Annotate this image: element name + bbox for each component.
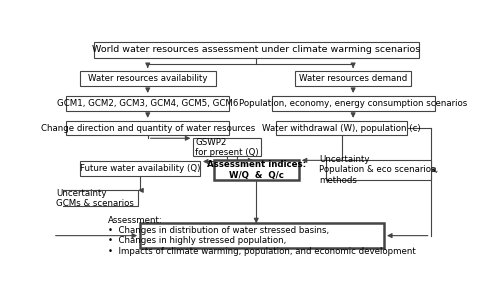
FancyBboxPatch shape <box>272 96 434 111</box>
Text: Uncertainty
Population & eco scenarios,
methods: Uncertainty Population & eco scenarios, … <box>319 155 438 185</box>
FancyBboxPatch shape <box>295 71 411 86</box>
FancyBboxPatch shape <box>80 71 216 86</box>
Text: Water withdrawal (W), population (c): Water withdrawal (W), population (c) <box>262 123 421 133</box>
FancyBboxPatch shape <box>326 160 430 180</box>
Text: Water resources availability: Water resources availability <box>88 74 208 83</box>
FancyBboxPatch shape <box>53 190 138 206</box>
Text: World water resources assessment under climate warming scenarios: World water resources assessment under c… <box>92 46 420 54</box>
FancyBboxPatch shape <box>194 138 261 156</box>
FancyBboxPatch shape <box>140 223 384 248</box>
FancyBboxPatch shape <box>66 121 229 136</box>
Text: Population, economy, energy consumption scenarios: Population, economy, energy consumption … <box>239 99 467 108</box>
FancyBboxPatch shape <box>94 41 419 59</box>
Text: Water resources demand: Water resources demand <box>299 74 407 83</box>
FancyBboxPatch shape <box>80 161 200 176</box>
FancyBboxPatch shape <box>214 160 299 180</box>
FancyBboxPatch shape <box>276 121 407 136</box>
Text: Future water availability (Q): Future water availability (Q) <box>80 164 200 173</box>
Text: Assessment indices:
W/Q  &  Q/c: Assessment indices: W/Q & Q/c <box>206 160 306 180</box>
Text: Change direction and quantity of water resources: Change direction and quantity of water r… <box>40 123 255 133</box>
Text: Assessment:
•  Changes in distribution of water stressed basins,
•  Changes in h: Assessment: • Changes in distribution of… <box>108 216 416 256</box>
Text: GCM1, GCM2, GCM3, GCM4, GCM5, GCM6: GCM1, GCM2, GCM3, GCM4, GCM5, GCM6 <box>57 99 238 108</box>
Text: GSWP2
for present (Q): GSWP2 for present (Q) <box>196 138 259 157</box>
Text: Uncertainty
GCMs & scenarios: Uncertainty GCMs & scenarios <box>56 188 134 208</box>
FancyBboxPatch shape <box>66 96 229 111</box>
